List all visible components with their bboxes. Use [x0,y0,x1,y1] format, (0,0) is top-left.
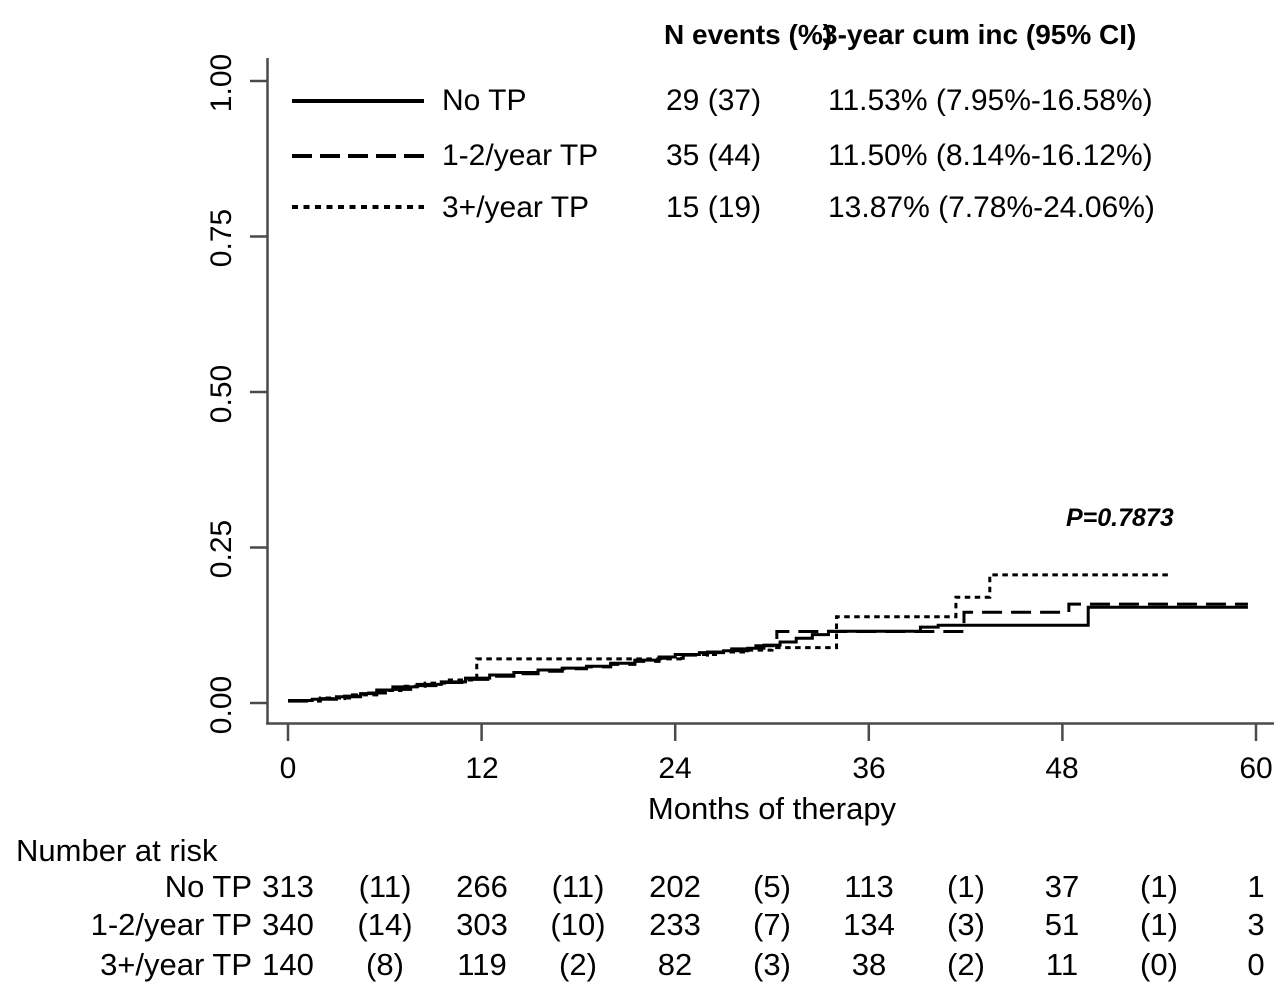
p-value-annotation: P=0.7873 [1066,504,1174,532]
risk-cell: 233 [649,907,701,942]
risk-cell: 113 [844,869,894,904]
risk-cell: (1) [947,869,985,904]
risk-cell: 119 [457,947,507,982]
legend-line-dotted-icon [292,205,424,209]
legend-line-solid-icon [292,99,424,103]
legend-events-1-2-year-tp: 35 (44) [666,139,762,172]
risk-cell: 340 [262,907,314,942]
legend-header-n-events: N events (%) [664,19,833,50]
legend-label-3plus-year-tp: 3+/year TP [442,191,590,224]
risk-cell: 38 [851,947,887,982]
y-tick-label-0.75: 0.75 [205,208,238,268]
risk-cell: 51 [1044,907,1080,942]
risk-cell: 140 [262,947,314,982]
risk-cell: 134 [843,907,895,942]
risk-cell: 37 [1044,869,1080,904]
risk-cell: 11 [1045,947,1079,982]
risk-cell: 82 [657,947,693,982]
risk-cell: (3) [753,947,791,982]
legend-cuminc-1-2-year-tp: 11.50% (8.14%-16.12%) [828,139,1153,172]
y-tick-label-0.00: 0.00 [205,675,238,735]
legend-cuminc-no-tp: 11.53% (7.95%-16.58%) [828,84,1153,117]
risk-cell: 303 [456,907,508,942]
legend-events-no-tp: 29 (37) [666,84,762,117]
risk-cell: 266 [456,869,508,904]
legend-line-dashed-icon [292,154,424,158]
risk-cell: (14) [357,907,413,942]
legend-events-3plus-year-tp: 15 (19) [666,191,762,224]
risk-cell: (8) [366,947,404,982]
x-tick-label-12: 12 [465,752,499,785]
risk-cell: 313 [262,869,314,904]
risk-cell: (0) [1140,947,1178,982]
legend-label-no-tp: No TP [442,84,527,117]
risk-cell: (11) [358,869,412,904]
risk-cell: 3 [1247,907,1265,942]
risk-cell: (5) [753,869,791,904]
risk-table-title: Number at risk [16,833,218,868]
risk-row-label-1-2-year-tp: 1-2/year TP [90,907,252,942]
y-tick-label-1.00: 1.00 [205,53,238,113]
risk-cell: 202 [649,869,701,904]
survival-plot-canvas [250,58,1274,741]
risk-cell: (10) [550,907,606,942]
x-tick-label-60: 60 [1239,752,1273,785]
legend-label-1-2-year-tp: 1-2/year TP [442,139,599,172]
risk-cell: 1 [1247,869,1265,904]
legend-cuminc-3plus-year-tp: 13.87% (7.78%-24.06%) [828,191,1155,224]
x-tick-label-24: 24 [658,752,692,785]
risk-cell: (11) [551,869,605,904]
risk-row-label-no-tp: No TP [164,869,252,904]
y-tick-label-0.25: 0.25 [205,519,238,579]
x-tick-label-48: 48 [1045,752,1079,785]
x-tick-label-36: 36 [852,752,886,785]
x-axis-title: Months of therapy [647,791,897,826]
risk-cell: (2) [559,947,597,982]
risk-cell: (3) [947,907,985,942]
risk-cell: (7) [753,907,791,942]
risk-cell: 0 [1247,947,1265,982]
x-tick-label-0: 0 [279,752,297,785]
risk-cell: (1) [1140,869,1178,904]
y-tick-label-0.50: 0.50 [205,364,238,424]
legend-header-cum-inc: 3-year cum inc (95% CI) [822,19,1137,50]
risk-cell: (2) [947,947,985,982]
risk-cell: (1) [1140,907,1178,942]
risk-row-label-3plus-year-tp: 3+/year TP [100,947,252,982]
